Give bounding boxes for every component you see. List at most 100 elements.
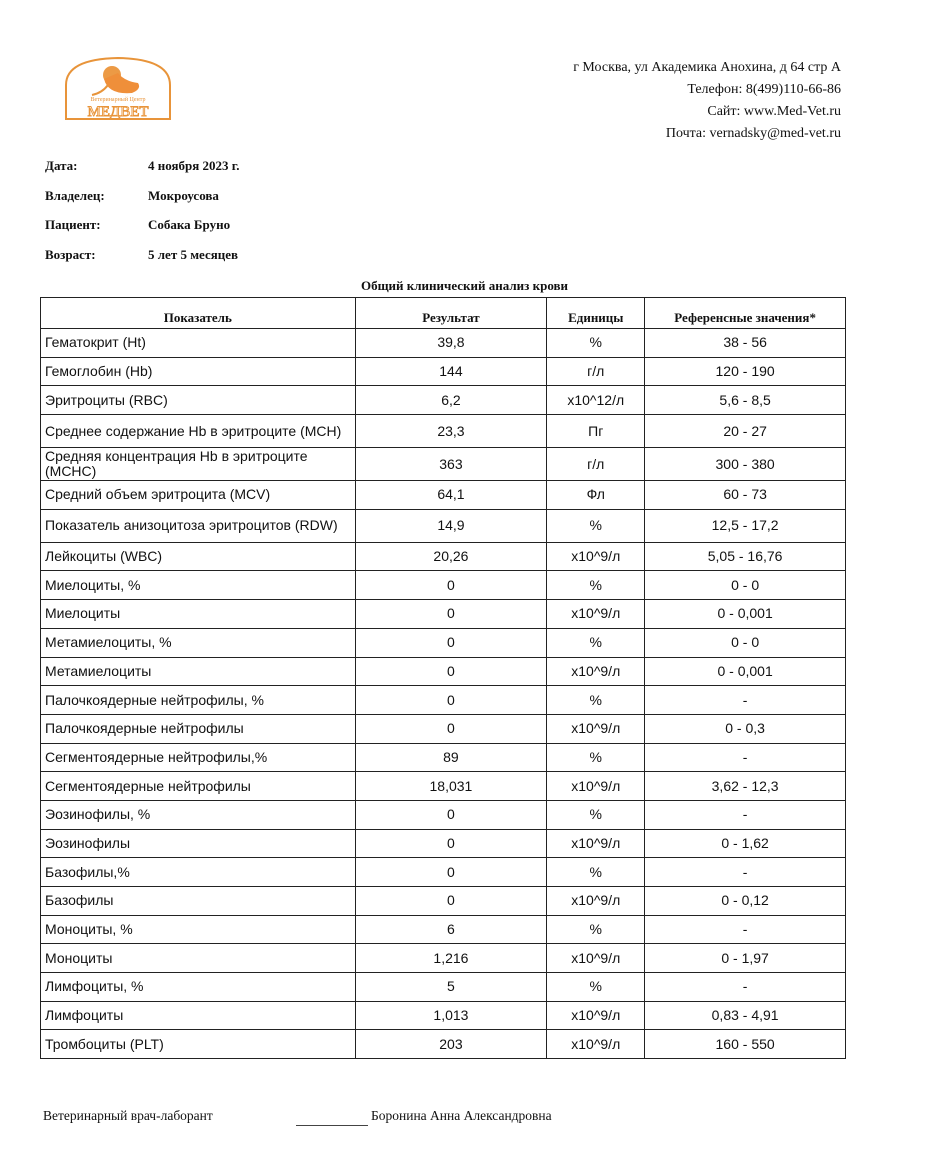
cell-reference: 0 - 0 [644, 570, 846, 601]
cell-units: x10^9/л [546, 1000, 646, 1031]
signature-line [296, 1125, 368, 1126]
cell-parameter: Лимфоциты [40, 1000, 356, 1031]
cell-result: 20,26 [354, 541, 548, 572]
cell-result: 0 [354, 685, 548, 715]
website: Сайт: www.Med-Vet.ru [707, 104, 841, 119]
cell-units: % [546, 972, 646, 1002]
table-row: Средняя концентрация Hb в эритроците (MC… [40, 447, 846, 482]
cell-reference: - [644, 972, 846, 1002]
cell-parameter: Моноциты [40, 943, 356, 974]
table-row: Сегментоядерные нейтрофилы,% 89% - [40, 742, 846, 773]
patient-info: Дата: 4 ноября 2023 г. Владелец: Мокроусов… [45, 158, 239, 276]
cell-reference: 0 - 1,97 [644, 943, 846, 974]
clinic-contacts: г Москва, ул Академика Анохина, д 64 стр… [573, 57, 841, 145]
cell-result: 5 [354, 972, 548, 1002]
table-row: Палочкоядерные нейтрофилы, % 0% - [40, 685, 846, 715]
cell-reference: 0,83 - 4,91 [644, 1000, 846, 1031]
cell-result: 18,031 [354, 771, 548, 801]
cell-units: x10^9/л [546, 1029, 646, 1060]
cell-reference: 60 - 73 [644, 480, 846, 510]
cell-result: 144 [354, 356, 548, 387]
cell-units: г/л [546, 356, 646, 387]
svg-text:МЕДВЕТ: МЕДВЕТ [87, 104, 148, 120]
cell-result: 14,9 [354, 508, 548, 543]
cell-reference: 0 - 0 [644, 627, 846, 658]
cell-result: 64,1 [354, 480, 548, 510]
report-title: Общий клинический анализ крови [360, 278, 569, 293]
table-row: Метамиелоциты, % 0% 0 - 0 [40, 627, 846, 658]
cell-units: x10^9/л [546, 771, 646, 801]
header-units: Единицы [546, 297, 646, 329]
cell-parameter: Тромбоциты (PLT) [40, 1029, 356, 1060]
table-row: Моноциты, % 6% - [40, 914, 846, 945]
table-row: Среднее содержание Hb в эритроците (MCH)… [40, 414, 846, 449]
cell-parameter: Моноциты, % [40, 914, 356, 945]
cell-reference: - [644, 799, 846, 830]
info-patient: Пациент: Собака Бруно [45, 217, 231, 232]
cell-parameter: Среднее содержание Hb в эритроците (MCH) [40, 414, 356, 449]
table-row: Метамиелоциты 0 x10^9/л 0 - 0,001 [40, 656, 846, 687]
results-table: Показатель Результат Единицы Референсные… [40, 297, 846, 1060]
cell-parameter: Лимфоциты, % [40, 972, 356, 1002]
table-row: Показатель анизоцитоза эритроцитов (RDW)… [40, 508, 846, 543]
cell-result: 6,2 [354, 385, 548, 416]
info-age: Возраст: 5 лет 5 месяцев [45, 246, 239, 262]
cell-parameter: Лейкоциты (WBC) [40, 541, 356, 572]
cell-parameter: Эритроциты (RBC) [40, 385, 356, 416]
cell-parameter: Палочкоядерные нейтрофилы [40, 713, 356, 744]
table-row: Эозинофилы, % 0% - [40, 799, 846, 830]
cell-reference: - [644, 857, 846, 887]
cell-units: % [546, 914, 646, 945]
cell-result: 1,013 [354, 1000, 548, 1031]
cell-result: 0 [354, 627, 548, 658]
cell-result: 39,8 [354, 328, 548, 358]
header-parameter: Показатель [40, 297, 356, 329]
signer-name: Боронина Анна Александровна [371, 1108, 552, 1123]
signer-role: Ветеринарный врач-лаборант [43, 1108, 213, 1123]
cell-units: % [546, 570, 646, 601]
cell-units: г/л [546, 447, 646, 482]
cell-reference: 160 - 550 [644, 1029, 846, 1060]
info-owner: Владелец: Мокроусова [45, 187, 219, 203]
cell-units: % [546, 799, 646, 830]
cell-reference: 3,62 - 12,3 [644, 771, 846, 801]
address: г Москва, ул Академика Анохина, д 64 стр… [573, 60, 841, 75]
cell-reference: 120 - 190 [644, 356, 846, 387]
cell-units: % [546, 328, 646, 358]
cell-units: % [546, 685, 646, 715]
cell-parameter: Гемоглобин (Hb) [40, 356, 356, 387]
cell-reference: 0 - 0,3 [644, 713, 846, 744]
cell-result: 363 [354, 447, 548, 482]
table-row: Базофилы,% 0% - [40, 857, 846, 887]
cell-result: 23,3 [354, 414, 548, 449]
cell-result: 1,216 [354, 943, 548, 974]
cell-units: Пг [546, 414, 646, 449]
cell-units: x10^9/л [546, 656, 646, 687]
table-row: Палочкоядерные нейтрофилы 0 x10^9/л 0 - 0,3 [40, 713, 846, 744]
table-row: Моноциты 1,216 x10^9/л 0 - 1,97 [40, 943, 846, 974]
cell-units: x10^12/л [546, 385, 646, 416]
cell-parameter: Базофилы [40, 886, 356, 916]
table-row: Лимфоциты 1,013 x10^9/л 0,83 - 4,91 [40, 1000, 846, 1031]
table-row: Миелоциты, % 0% 0 - 0 [40, 570, 846, 601]
table-row: Миелоциты 0 x10^9/л 0 - 0,001 [40, 599, 846, 629]
cell-parameter: Метамиелоциты, % [40, 627, 356, 658]
cell-units: x10^9/л [546, 713, 646, 744]
cell-result: 0 [354, 886, 548, 916]
cell-parameter: Средняя концентрация Hb в эритроците (MC… [40, 447, 356, 482]
cell-reference: 20 - 27 [644, 414, 846, 449]
cell-parameter: Сегментоядерные нейтрофилы [40, 771, 356, 801]
cell-reference: 0 - 0,001 [644, 656, 846, 687]
table-header: Показатель Результат Единицы Референсные… [40, 297, 846, 329]
cell-parameter: Базофилы,% [40, 857, 356, 887]
cell-parameter: Сегментоядерные нейтрофилы,% [40, 742, 356, 773]
cell-result: 0 [354, 570, 548, 601]
table-row: Лимфоциты, % 5% - [40, 972, 846, 1002]
table-row: Тромбоциты (PLT) 203 x10^9/л 160 - 550 [40, 1029, 846, 1060]
cell-units: % [546, 627, 646, 658]
cell-reference: 38 - 56 [644, 328, 846, 358]
cell-parameter: Показатель анизоцитоза эритроцитов (RDW) [40, 508, 356, 543]
cell-reference: 0 - 1,62 [644, 828, 846, 859]
cell-units: x10^9/л [546, 943, 646, 974]
cell-result: 0 [354, 828, 548, 859]
